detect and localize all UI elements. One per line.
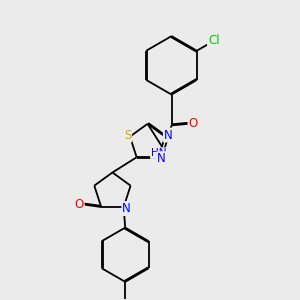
- Text: N: N: [122, 202, 131, 215]
- Text: Cl: Cl: [208, 34, 220, 47]
- Text: N: N: [157, 152, 166, 165]
- Text: S: S: [124, 129, 131, 142]
- Text: N: N: [164, 129, 172, 142]
- Text: O: O: [74, 198, 84, 211]
- Text: O: O: [188, 117, 198, 130]
- Text: HN: HN: [151, 148, 167, 158]
